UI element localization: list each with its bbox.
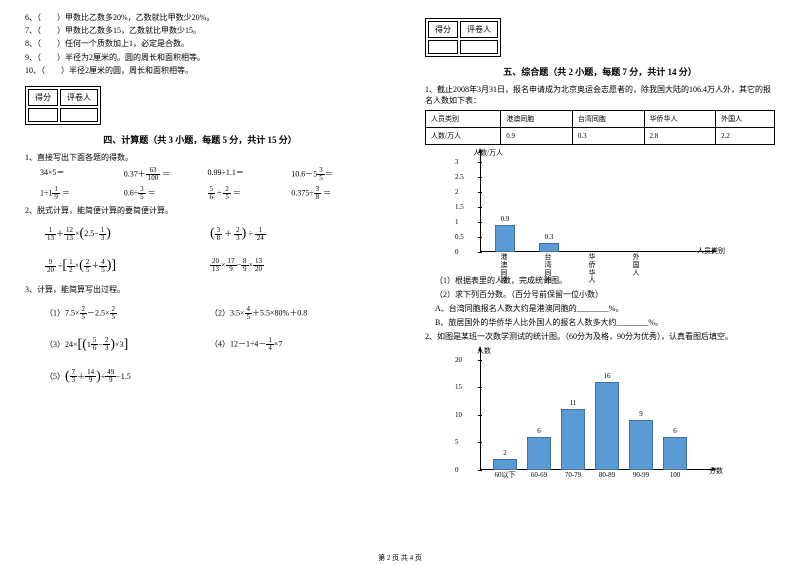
table-header: 华侨华人 [644,111,716,128]
table-cell: 0.3 [572,128,644,145]
x-axis [480,251,715,252]
grader-header: 评卷人 [60,89,98,106]
bar-chart-2: 人数 分数 05101520260以下660-691170-791680-899… [455,348,715,488]
question-9: 9、（ ）半径为2厘米的。圆的周长和面积相等。 [25,52,375,63]
table-cell: 2.8 [644,128,716,145]
table-cell: 人数/万人 [426,128,501,145]
q3-expressions: （1）7.5×25－2.5×25 （2）3.5×45＋5.5×80%＋0.8 （… [25,298,375,393]
table-cell: 2.2 [716,128,775,145]
score-header: 得分 [28,89,58,106]
section-4-title: 四、计算题（共 3 小题，每题 5 分，共计 15 分） [25,133,375,146]
sub-q-1: （1）根据表里的人数，完成统计图。 [435,275,775,286]
sub-q-b: B、旅居国外的华侨华人比外国人的报名人数多大约________%。 [435,317,775,328]
comp-q2: 2、如图是某班一次数学测试的统计图。（60分为及格，90分为优秀），认真看图后填… [425,331,775,342]
score-box: 得分评卷人 [25,86,101,125]
sub-q-a: A、台湾同胞报名人数大约是港澳同胞的________%。 [435,303,775,314]
score-box-2: 得分评卷人 [425,18,501,57]
y-axis [480,348,481,470]
question-10: 10、（ ）半径2厘米的圆，周长和面积相等。 [25,65,375,76]
score-header: 得分 [428,21,458,38]
table-header: 外国人 [716,111,775,128]
calc-q1: 1、直接写出下面各题的得数。 [25,152,375,163]
left-column: 6、（ ）甲数比乙数多20%，乙数就比甲数少20%。 7、（ ）甲数比乙数多15… [0,0,400,545]
table-header: 台湾同胞 [572,111,644,128]
q2-expressions: 113＋1213×(2.5−13) (38 ＋ 23) ÷ 124 920 ÷[… [25,218,375,282]
question-6: 6、（ ）甲数比乙数多20%，乙数就比甲数少20%。 [25,12,375,23]
section-5-title: 五、综合题（共 2 小题，每题 7 分，共计 14 分） [425,65,775,78]
calc-q3: 3、计算，能简算写出过程。 [25,284,375,295]
bar-chart-1: 人数/万人 人员类别 00.511.522.530.9港澳同胞0.3台湾同胞华侨… [455,150,715,270]
expr-row-1: 34×5＝ 0.37＋63100 ＝ 0.99÷1.1＝ 10.6－535＝ [25,167,375,182]
question-7: 7、（ ）甲数比乙数多15，乙数就比甲数少15。 [25,25,375,36]
calc-q2: 2、脱式计算，能简便计算的要简便计算。 [25,205,375,216]
table-cell: 0.9 [501,128,573,145]
right-column: 得分评卷人 五、综合题（共 2 小题，每题 7 分，共计 14 分） 1、截止2… [400,0,800,545]
expr-row-2: 1÷119 ＝ 0.6÷35 ＝ 56 ÷ 25 ＝ 0.375÷38 ＝ [25,186,375,201]
table-header: 港澳同胞 [501,111,573,128]
data-table: 人员类别 港澳同胞 台湾同胞 华侨华人 外国人 人数/万人 0.9 0.3 2.… [425,110,775,145]
sub-q-2: （2）求下列百分数。（百分号前保留一位小数） [435,289,775,300]
page-footer: 第 2 页 共 4 页 [0,553,800,563]
comp-q1: 1、截止2008年3月31日，报名申请成为北京奥运会志愿者的，除我国大陆的106… [425,84,775,106]
grader-header: 评卷人 [460,21,498,38]
question-8: 8、（ ）任何一个质数加上1，必定是合数。 [25,38,375,49]
table-header: 人员类别 [426,111,501,128]
